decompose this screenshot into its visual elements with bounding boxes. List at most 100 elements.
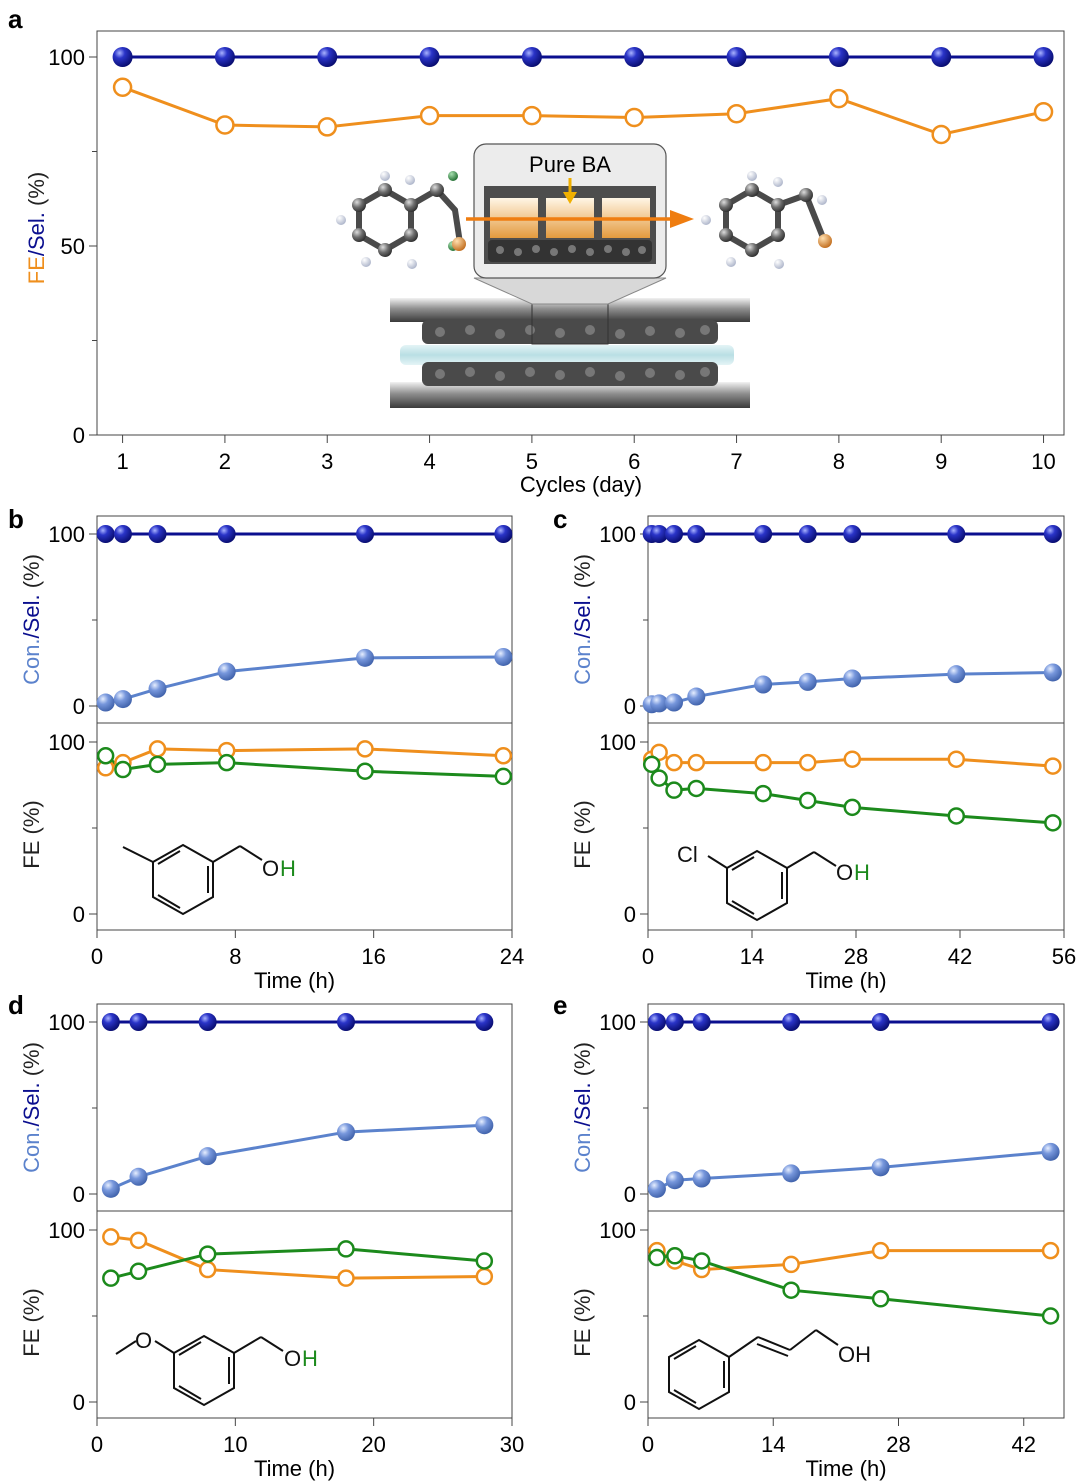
panel-c-bottom-point-fe_orange [1044, 757, 1062, 775]
panel-b-top-point-con [113, 690, 132, 709]
panel-a-point-sel [317, 47, 338, 67]
panel-a-point-sel [521, 47, 542, 67]
panel-e-top-point-con [871, 1158, 890, 1177]
panel-b-xtick-label: 0 [91, 944, 103, 969]
panel-e-bottom-point-fe_green [648, 1248, 666, 1267]
panel-a-point-sel [726, 47, 747, 67]
panel-c-bottom-point-fe_green [843, 798, 862, 817]
molecule-b-o: O [262, 856, 279, 881]
panel-a-point-fe [931, 124, 951, 145]
panel-a-point-fe [1033, 102, 1054, 122]
panel-e-top-ylabel-part: (%) [570, 1042, 595, 1082]
panel-e-top-ylabel: Con./Sel. (%) [570, 1042, 595, 1173]
panel-a-point-fe [419, 105, 440, 126]
panel-d-bottom-point-fe_green [198, 1245, 217, 1263]
panel-a-point-fe [726, 103, 747, 124]
panel-a-xtick-label: 10 [1031, 449, 1055, 474]
panel-b-xtick-label: 8 [229, 944, 241, 969]
panel-d-bottom-point-fe_orange [129, 1231, 148, 1250]
membrane [400, 345, 734, 365]
bottom-plate [390, 382, 750, 408]
panel-c-xtick-label: 42 [948, 944, 972, 969]
panel-c-top-ytick-label: 0 [624, 694, 636, 719]
panel-a-xtick-label: 7 [730, 449, 742, 474]
panel-b-top-point-sel [217, 525, 236, 543]
electrode-texture [435, 325, 710, 381]
panel-c-top-point-con [1043, 663, 1062, 682]
molecule-b [122, 843, 263, 916]
panel-c-bottom-point-fe_green [947, 807, 966, 825]
panel-a-frame [96, 30, 1065, 436]
panel-a-point-fe [829, 88, 849, 109]
molecule-d-o: O [284, 1346, 301, 1371]
panel-e-top-point-con [1041, 1142, 1060, 1161]
electrolyzer-schematic: Pure BA [336, 143, 832, 408]
panel-d-bottom-ylabel: FE (%) [19, 1288, 44, 1356]
panel-c-bottom-point-fe_green [642, 755, 661, 774]
panel-e-top-point-sel [647, 1013, 666, 1031]
panel-e-bottom-point-fe_green [666, 1247, 684, 1265]
panel-c-bottom-point-fe_orange [665, 753, 683, 772]
panel-d-top-ytick-label: 0 [73, 1182, 85, 1207]
panel-b-top-point-sel [148, 525, 167, 543]
panel-a-ylabel-fe: FE [24, 256, 49, 284]
panel-c-bottom-point-fe_green [650, 769, 668, 787]
panel-d-top-point-con [475, 1116, 494, 1135]
panel-d-bottom-point-fe_orange [475, 1267, 494, 1286]
panel-e-top-point-con [782, 1164, 801, 1183]
panel-c-bottom-point-fe_orange [687, 753, 706, 772]
panel-a-point-fe [112, 77, 133, 97]
panel-d-top-ylabel-part: Con. [19, 1126, 44, 1172]
panel-b-top-point-con [356, 648, 375, 667]
panel-d-top-point-sel [101, 1013, 120, 1031]
panel-c-top-point-con [687, 687, 706, 706]
panel-c-bottom-point-fe_green [754, 784, 772, 803]
panel-c-top-ylabel-part: Sel. [570, 594, 595, 632]
panel-e-xtick-label: 0 [642, 1432, 654, 1457]
panel-a-label: a [8, 4, 23, 34]
panel-d-bottom-ytick-label: 0 [73, 1390, 85, 1415]
panel-c-top-point-con [650, 694, 669, 713]
panel-c-top-point-sel [754, 525, 773, 543]
panel-e-top-ytick-label: 100 [599, 1010, 636, 1035]
molecule-d [115, 1334, 284, 1407]
panel-e-top-point-sel [665, 1013, 684, 1031]
panel-c-bottom-point-fe_orange [798, 753, 817, 772]
panel-b-label: b [8, 504, 24, 534]
panel-d-bottom-point-fe_orange [198, 1260, 217, 1279]
panel-b-top-ytick-label: 0 [73, 694, 85, 719]
panel-e-bottom-line-fe_green [656, 1254, 1051, 1318]
panel-d-top-point-sel [475, 1013, 494, 1031]
panel-d-top-point-sel [198, 1013, 217, 1031]
panel-a-ylabel-slash: / [24, 249, 49, 256]
panel-e-label: e [553, 990, 567, 1020]
panel-a-yticks: 0 50 100 [48, 45, 97, 448]
panel-c-top-point-sel [650, 525, 669, 543]
panel-b-bottom-point-fe_green [114, 760, 132, 779]
feed-arrow-head [563, 192, 577, 204]
panel-c-bottom-point-fe_green [798, 791, 817, 810]
panel-b-bottom-ytick-label: 0 [73, 902, 85, 927]
panel-c-top-point-con [843, 669, 862, 688]
panel-c-top-point-sel [1043, 525, 1062, 543]
panel-e-top-ylabel-part: Sel. [570, 1082, 595, 1120]
panel-c-top-point-con [665, 693, 683, 712]
panel-e-bottom-point-fe_green [1041, 1307, 1060, 1325]
panel-c-bottom-point-fe_orange [843, 750, 862, 768]
panel-e-top-ylabel-part: Con. [570, 1126, 595, 1172]
panel-b-xlabel: Time (h) [254, 968, 335, 993]
panel-d-top-ylabel-part: / [19, 1119, 44, 1126]
panel-b-top-ylabel-part: Con. [19, 638, 44, 684]
panel-d-bottom-point-fe_green [337, 1240, 355, 1258]
panel-c-top-point-con [754, 675, 773, 694]
panel-a-ytick-label: 100 [48, 45, 85, 70]
panel-d-top-line-con [110, 1123, 485, 1191]
panel-e-top-line-con [656, 1150, 1051, 1191]
panel-e-top-point-sel [782, 1013, 801, 1031]
panel-c: 0 100 0 100 0 14 28 42 56 Time (h) Con./Sel. (%) FE… [570, 515, 1076, 993]
panel-c-top-point-sel [798, 525, 817, 543]
panel-b-bottom-point-fe_green [96, 747, 115, 765]
panel-d-xtick-label: 20 [361, 1432, 385, 1457]
panel-a-xtick-label: 4 [423, 449, 435, 474]
